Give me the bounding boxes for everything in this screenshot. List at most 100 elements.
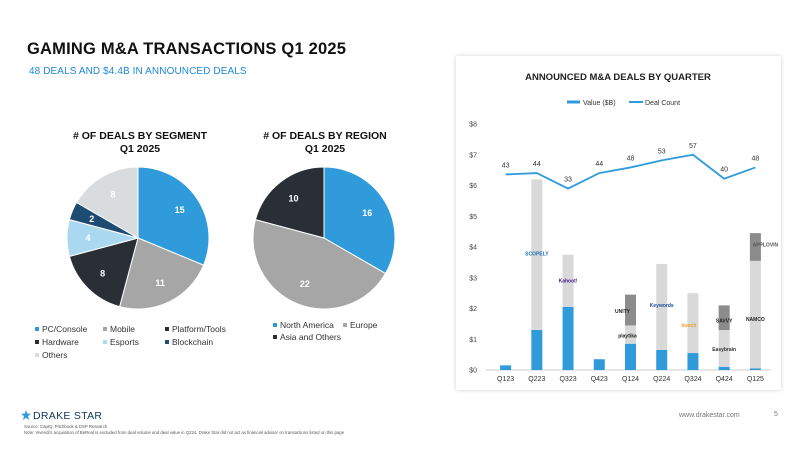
- legend-label: Asia and Others: [280, 332, 341, 342]
- bar-value-Q125: [749, 368, 761, 370]
- pie-label-asia-and-others: 10: [289, 193, 299, 203]
- segment-pie-title-line1: # OF DEALS BY SEGMENT: [73, 130, 207, 142]
- legend-item-platform-tools: Platform/Tools: [165, 324, 226, 335]
- pie-slice-platform-tools: [68, 237, 139, 308]
- bar-deal-segment-Q124: [625, 294, 636, 326]
- legend-item-north-america: North America: [273, 320, 334, 331]
- region-pie-title-line2: Q1 2025: [304, 143, 346, 155]
- legend-label: Blockchain: [172, 337, 214, 347]
- x-tick-Q223: Q223: [528, 376, 545, 383]
- pie-label-europe: 22: [300, 279, 310, 289]
- bar-chart-title: ANNOUNCED M&A DEALS BY QUARTER: [525, 72, 711, 83]
- segment-legend: PC/Console Mobile Platform/Tools Hardware Es…: [35, 324, 255, 364]
- x-tick-Q123: Q123: [497, 376, 514, 383]
- bar-total-Q125: [749, 233, 761, 369]
- segment-pie-chart: 15 11 8 4 2 8: [66, 166, 210, 310]
- legend-label: Europe: [350, 320, 378, 330]
- acquirer-logo-savvy: SAVVY: [716, 318, 733, 324]
- acquirer-logo-kahoot-: Kahoot!: [559, 278, 578, 284]
- y-tick-label: $0: [469, 368, 477, 375]
- deal-count-label-Q324: 57: [689, 143, 697, 150]
- deal-count-label-Q124: 48: [627, 155, 635, 162]
- legend-item-hardware: Hardware: [35, 337, 79, 348]
- bar-value-Q123: [500, 365, 512, 370]
- pie-label-esports: 4: [85, 233, 90, 243]
- acquirer-logo-applovin: APPLOVIN: [753, 242, 779, 248]
- legend-label: Mobile: [110, 324, 136, 334]
- pie-label-others: 8: [110, 190, 115, 200]
- pie-label-blockchain: 2: [89, 214, 94, 224]
- x-tick-Q224: Q224: [653, 376, 670, 383]
- bar-total-Q424: [718, 305, 730, 367]
- bar-value-Q423: [593, 359, 605, 370]
- pie-slice-asia-and-others: [254, 166, 325, 239]
- region-pie-title: # OF DEALS BY REGION Q1 2025: [240, 130, 410, 156]
- pie-slice-north-america: [323, 166, 396, 275]
- acquirer-logo-scopely: SCOPELY: [525, 252, 549, 258]
- brand-name: DRAKE STAR: [33, 410, 103, 422]
- y-tick-label: $6: [469, 183, 477, 190]
- legend-label: Platform/Tools: [172, 324, 226, 334]
- deal-count-line: [505, 153, 756, 190]
- y-tick-label: $7: [469, 152, 477, 159]
- x-tick-Q323: Q323: [559, 376, 576, 383]
- acquirer-logo-keywords: Keywords: [650, 303, 674, 309]
- bar-value-Q424: [718, 366, 730, 370]
- page-number: 5: [774, 411, 778, 418]
- legend-value-label: Value ($B): [583, 100, 616, 107]
- legend-swatch: [273, 322, 277, 327]
- pie-slice-mobile: [119, 237, 205, 310]
- bar-total-Q323: [562, 254, 574, 307]
- drake-star-icon: [21, 410, 31, 420]
- source-line: Source: CapIQ, Pitchbook & DSP Research: [24, 424, 108, 429]
- legend-swatch: [103, 339, 107, 344]
- legend-value-swatch: [567, 100, 580, 104]
- bar-value-Q124: [625, 343, 636, 370]
- y-tick-label: $2: [469, 306, 477, 313]
- page-subtitle: 48 DEALS AND $4.4B IN ANNOUNCED DEALS: [29, 66, 247, 77]
- legend-swatch: [273, 334, 277, 339]
- legend-item-others: Others: [35, 350, 68, 361]
- y-tick-label: $1: [469, 337, 477, 344]
- region-pie-title-line1: # OF DEALS BY REGION: [263, 130, 387, 142]
- acquirer-logo-bunch: bunch: [681, 323, 696, 329]
- legend-swatch: [165, 339, 169, 344]
- bar-total-Q324: [687, 293, 699, 354]
- segment-pie-title-line2: Q1 2025: [119, 143, 161, 155]
- segment-pie-title: # OF DEALS BY SEGMENT Q1 2025: [55, 130, 225, 156]
- bar-value-Q323: [562, 306, 574, 370]
- legend-label: Esports: [110, 337, 139, 347]
- legend-label: Others: [42, 350, 68, 360]
- acquirer-logo-namco: NAMCO: [746, 317, 765, 323]
- acquirer-logo-playtika: playtika: [618, 334, 637, 340]
- legend-count-label: Deal Count: [645, 100, 680, 107]
- legend-item-mobile: Mobile: [103, 324, 135, 335]
- bar-total-Q224: [656, 263, 668, 351]
- deal-count-label-Q224: 53: [658, 148, 666, 155]
- bar-value-Q224: [656, 350, 668, 370]
- legend-item-asia-and-others: Asia and Others: [273, 332, 341, 343]
- deal-count-label-Q423: 44: [595, 161, 603, 168]
- legend-swatch: [343, 322, 347, 327]
- deal-count-label-Q125: 48: [751, 155, 759, 162]
- bar-value-Q324: [687, 353, 699, 370]
- legend-label: PC/Console: [42, 324, 88, 334]
- pie-label-north-america: 16: [362, 208, 372, 218]
- x-tick-Q124: Q124: [622, 376, 639, 383]
- legend-label: North America: [280, 320, 334, 330]
- pie-label-mobile: 11: [155, 278, 165, 288]
- note-line: Note: Vivendi's acquisition of BeReal is…: [24, 430, 345, 435]
- legend-item-europe: Europe: [343, 320, 377, 331]
- x-tick-Q324: Q324: [684, 376, 701, 383]
- y-tick-label: $4: [469, 245, 477, 252]
- pie-slice-pc-console: [137, 166, 210, 266]
- pie-label-platform-tools: 8: [100, 268, 105, 278]
- deal-count-label-Q223: 44: [533, 161, 541, 168]
- deal-count-label-Q123: 43: [502, 162, 510, 169]
- y-tick-label: $5: [469, 214, 477, 221]
- legend-swatch: [35, 352, 39, 357]
- legend-item-esports: Esports: [103, 337, 139, 348]
- website-link[interactable]: www.drakestar.com: [679, 412, 740, 419]
- page-title: GAMING M&A TRANSACTIONS Q1 2025: [27, 40, 347, 58]
- brand-logo: DRAKE STAR: [21, 409, 102, 422]
